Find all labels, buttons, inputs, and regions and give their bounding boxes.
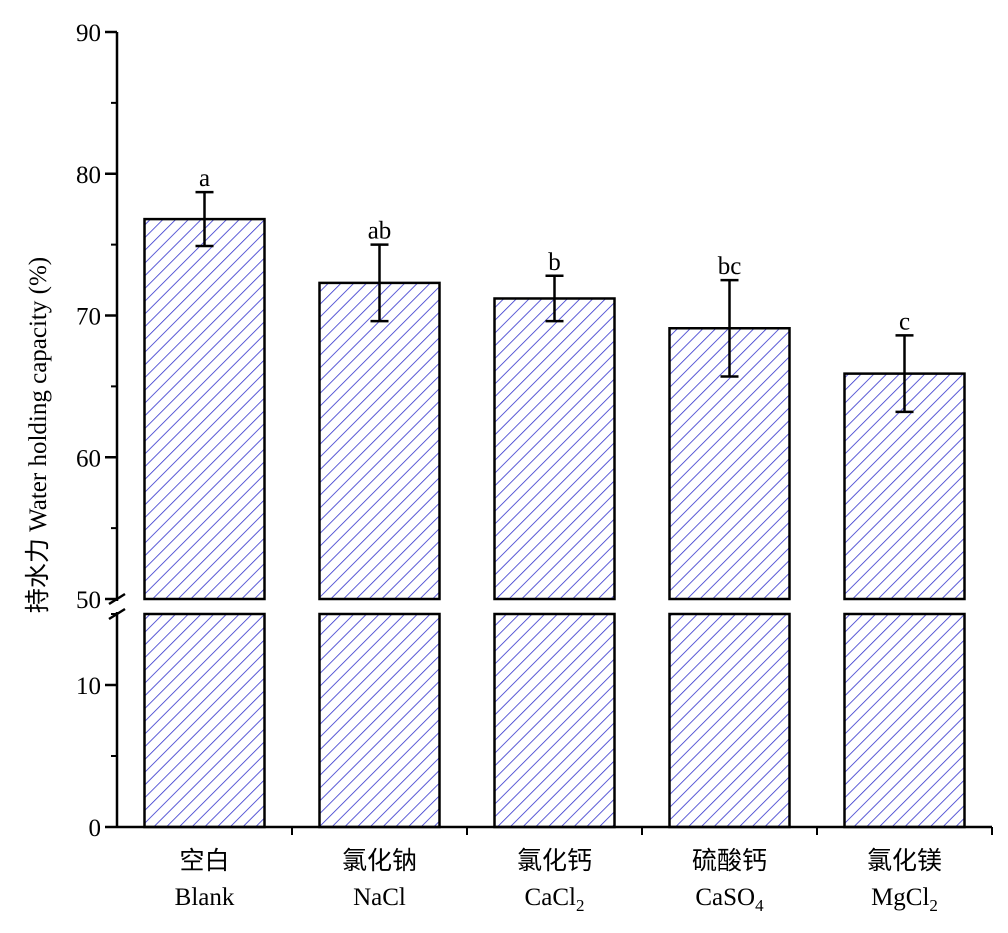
significance-label-0: a <box>199 165 210 192</box>
category-label-en-4: MgCl2 <box>871 884 938 915</box>
y-tick-label-10: 10 <box>76 673 101 700</box>
error-bar-1 <box>370 243 389 323</box>
category-label-zh-3: 硫酸钙 <box>692 847 767 875</box>
category-label-en-3: CaSO4 <box>695 884 764 915</box>
error-bar-2 <box>545 274 564 323</box>
significance-label-3: bc <box>718 253 742 280</box>
y-tick-label-0: 0 <box>89 815 102 842</box>
axes-layer <box>105 30 993 835</box>
bar-upper-1 <box>318 281 441 601</box>
y-tick-label-70: 70 <box>76 304 101 331</box>
bar-lower-1 <box>318 612 441 829</box>
y-axis-label: 持水力 Water holding capacity (%) <box>24 257 52 613</box>
bar-lower-2 <box>493 612 616 829</box>
bar-upper-2 <box>493 297 616 601</box>
error-bar-3 <box>720 278 739 378</box>
category-label-zh-4: 氯化镁 <box>867 847 942 875</box>
significance-label-2: b <box>548 249 561 276</box>
category-label-en-0: Blank <box>175 884 235 911</box>
bar-lower-0 <box>143 612 266 829</box>
error-bar-0 <box>195 190 214 248</box>
y-tick-label-80: 80 <box>76 162 101 189</box>
y-tick-label-60: 60 <box>76 445 101 472</box>
labels-layer: a 空白 Blank ab 氯化钠 NaCl b 氯化钙 CaCl2 bc 硫酸钙 CaSO4 c 氯化镁… <box>76 20 942 915</box>
bar-upper-0 <box>143 217 266 601</box>
category-label-zh-0: 空白 <box>179 847 229 875</box>
bars-layer <box>143 190 966 829</box>
category-label-en-1: NaCl <box>353 884 406 911</box>
significance-label-1: ab <box>368 218 392 245</box>
category-label-zh-1: 氯化钠 <box>342 847 417 875</box>
category-label-zh-2: 氯化钙 <box>517 847 592 875</box>
y-tick-label-90: 90 <box>76 20 101 47</box>
y-tick-label-50: 50 <box>76 587 101 614</box>
error-bar-4 <box>895 334 914 414</box>
bar-lower-4 <box>843 612 966 829</box>
bar-lower-3 <box>668 612 791 829</box>
significance-label-4: c <box>899 308 910 335</box>
category-label-en-2: CaCl2 <box>525 884 585 915</box>
